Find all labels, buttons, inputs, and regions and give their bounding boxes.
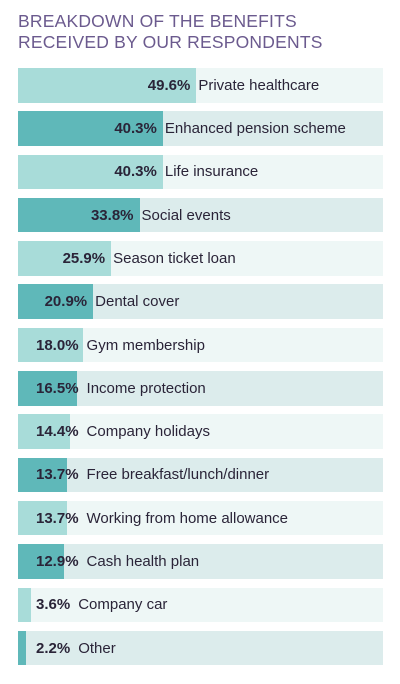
bar-track <box>18 371 383 406</box>
bar-value-label: 3.6% <box>36 596 71 614</box>
bar-row: 13.7% Free breakfast/lunch/dinner <box>18 457 383 493</box>
bar-category-label: Enhanced pension scheme <box>164 120 346 138</box>
bar-row: 18.0% Gym membership <box>18 327 383 363</box>
bar <box>18 544 65 579</box>
bar-value-label: 40.3% <box>114 163 157 181</box>
bar-row: 12.9% Cash health plan <box>18 544 383 579</box>
bar-label: 20.9% Dental cover <box>45 284 180 319</box>
bar-label: 13.7% Working from home allowance <box>36 501 288 536</box>
bar-label: 18.0% Gym membership <box>36 328 205 363</box>
chart-title-line-1: BREAKDOWN OF THE BENEFITS <box>18 11 297 31</box>
bar-row: 2.2% Other <box>18 630 383 666</box>
bar <box>18 284 94 319</box>
bar-label: 13.7% Free breakfast/lunch/dinner <box>36 458 269 493</box>
bar-track <box>18 500 383 536</box>
bar <box>18 500 68 536</box>
bar-category-label: Dental cover <box>95 293 180 311</box>
bar-row: 33.8% Social events <box>18 197 383 233</box>
bar-category-label: Season ticket loan <box>113 249 236 267</box>
bar-label: 25.9% Season ticket loan <box>63 241 236 276</box>
bar <box>18 111 163 146</box>
bar-value-label: 14.4% <box>36 423 79 441</box>
bar <box>18 241 112 276</box>
bar-chart: 49.6% Private healthcare 40.3% Enhanced pen… <box>18 68 383 674</box>
bar-row: 16.5% Income protection <box>18 371 383 406</box>
bar-row: 14.4% Company holidays <box>18 414 383 449</box>
bar-value-label: 16.5% <box>36 379 79 397</box>
bar-row: 25.9% Season ticket loan <box>18 241 383 276</box>
bar-track <box>18 544 383 579</box>
bar-category-label: Private healthcare <box>198 76 320 94</box>
bar-category-label: Social events <box>141 206 231 224</box>
bar <box>18 197 140 233</box>
bar-track <box>18 630 383 666</box>
bar-label: 16.5% Income protection <box>36 371 206 406</box>
bar-row: 49.6% Private healthcare <box>18 68 383 103</box>
bar-category-label: Free breakfast/lunch/dinner <box>86 466 270 484</box>
bar-row: 40.3% Enhanced pension scheme <box>18 111 383 146</box>
bar-label: 3.6% Company car <box>36 588 167 623</box>
bar <box>18 457 68 493</box>
bar-row: 13.7% Working from home allowance <box>18 500 383 536</box>
bar-row: 20.9% Dental cover <box>18 284 383 319</box>
bar-value-label: 20.9% <box>44 293 88 311</box>
bar-track <box>18 457 383 493</box>
bar-value-label: 49.6% <box>147 76 191 94</box>
bar-value-label: 12.9% <box>36 553 79 571</box>
bar <box>18 154 163 190</box>
bar-row: 3.6% Company car <box>18 587 383 623</box>
bar-label: 49.6% Private healthcare <box>148 68 319 103</box>
bar-value-label: 25.9% <box>62 249 106 267</box>
bar-track <box>18 414 383 449</box>
bar-label: 12.9% Cash health plan <box>36 544 199 579</box>
bar-value-label: 40.3% <box>114 120 157 138</box>
bar-category-label: Company holidays <box>86 423 210 441</box>
bar <box>18 630 26 666</box>
bar-label: 40.3% Enhanced pension scheme <box>114 111 346 146</box>
bar-row: 40.3% Life insurance <box>18 154 383 190</box>
bar-category-label: Gym membership <box>86 336 205 354</box>
bar <box>18 68 197 103</box>
bar-track <box>18 587 383 623</box>
bar-category-label: Life insurance <box>164 163 259 181</box>
bar-value-label: 13.7% <box>36 509 79 527</box>
bar <box>18 414 70 449</box>
bar-value-label: 33.8% <box>90 206 134 224</box>
bar-value-label: 2.2% <box>36 639 71 657</box>
bar-value-label: 13.7% <box>36 466 79 484</box>
chart-title-line-2: RECEIVED BY OUR RESPONDENTS <box>18 32 323 52</box>
bar-category-label: Company car <box>78 596 168 614</box>
bar-label: 14.4% Company holidays <box>36 414 210 449</box>
bar-label: 40.3% Life insurance <box>114 155 258 190</box>
bar <box>18 371 78 406</box>
bar-category-label: Income protection <box>86 379 206 397</box>
bar <box>18 327 83 363</box>
chart-title: BREAKDOWN OF THE BENEFITS RECEIVED BY OU… <box>18 11 388 53</box>
bar-category-label: Working from home allowance <box>86 509 289 527</box>
bar-label: 33.8% Social events <box>91 198 231 233</box>
bar-label: 2.2% Other <box>36 631 116 666</box>
bar-category-label: Cash health plan <box>86 553 200 571</box>
bar <box>18 587 31 623</box>
bar-value-label: 18.0% <box>36 336 79 354</box>
bar-category-label: Other <box>78 639 116 657</box>
